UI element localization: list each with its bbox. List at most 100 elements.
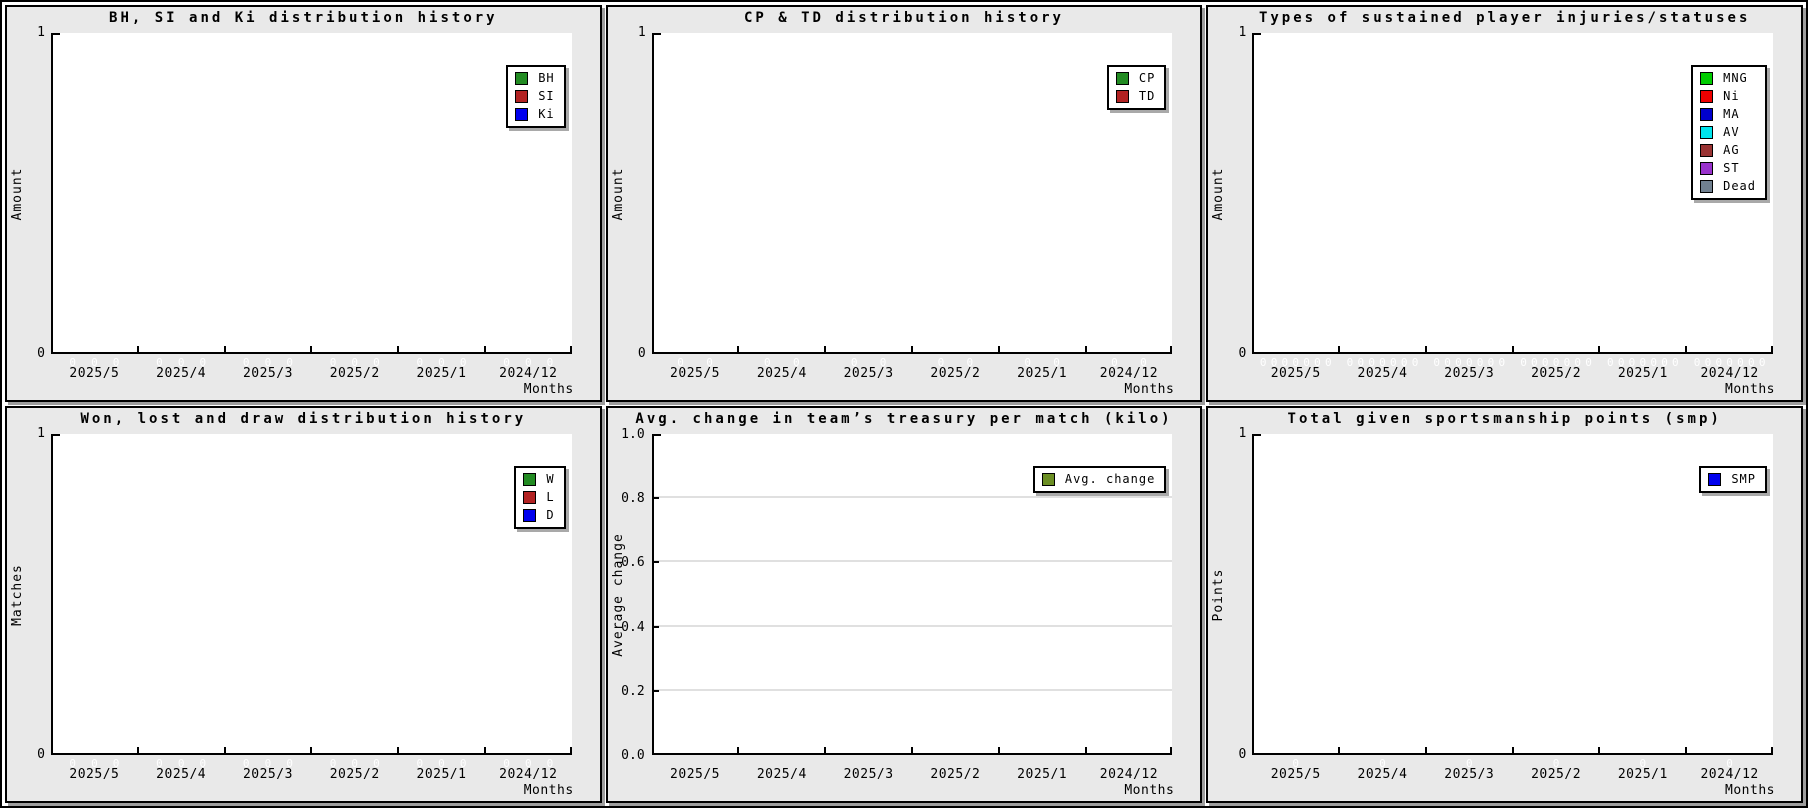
y-tick-label: 0.8 — [621, 491, 645, 507]
legend-entry: BH — [515, 72, 554, 85]
zero-value-label: 0 — [112, 757, 120, 770]
y-tick-label: 0.4 — [621, 619, 645, 635]
y-min-label: 0 — [37, 747, 45, 762]
x-tick-labels: 2025/5 2025/4 2025/3 2025/2 2025/1 2024/12 — [51, 767, 572, 783]
plot-area: 1 0 Amount BH SI Ki 0 0 0 0 0 0 0 0 0 0 0 0 0 0 0 0 0 0 2025/5 20… — [10, 25, 573, 397]
zero-value-label: 0 — [69, 757, 76, 770]
legend-label: SMP — [1731, 472, 1756, 486]
legend-entry: D — [523, 509, 554, 522]
x-tick-label: 2025/5 — [69, 366, 120, 381]
x-axis-tick — [1424, 747, 1427, 755]
x-axis-title: Months — [1725, 382, 1775, 397]
x-tick-label: 2024/12 — [1700, 366, 1759, 381]
x-axis-tick — [737, 346, 740, 354]
zero-value-label: 0 — [1281, 356, 1289, 369]
x-axis-end-tick — [1170, 346, 1173, 354]
gridline — [653, 688, 1173, 691]
zero-value-label: 0 — [156, 356, 163, 369]
chart-title: CP & TD distribution history — [743, 10, 1064, 26]
legend-swatch-mng — [1700, 72, 1714, 85]
y-axis-top-tick — [1252, 434, 1262, 436]
legend-swatch-td — [1115, 90, 1129, 103]
x-tick-label: 2025/4 — [1357, 767, 1408, 782]
legend-label: BH — [538, 71, 555, 85]
zero-value-label: 0 — [1487, 356, 1495, 369]
zero-value-label: 0 — [1292, 356, 1300, 369]
x-tick-label: 2025/4 — [1357, 366, 1408, 381]
zero-value-label: 0 — [1498, 356, 1506, 369]
zero-value-label: 0 — [1379, 757, 1386, 770]
y-axis-line — [651, 434, 654, 755]
x-tick-label: 2024/12 — [1099, 366, 1159, 381]
y-axis-title: Points — [1211, 568, 1227, 621]
zero-value-label: 0 — [1726, 757, 1733, 770]
zero-value-label: 0 — [459, 356, 467, 369]
zero-value-label: 0 — [1628, 356, 1636, 369]
zero-value-label: 0 — [1140, 356, 1147, 369]
zero-value-label: 0 — [1552, 356, 1560, 369]
zero-value-label: 0 — [156, 757, 163, 770]
y-axis-tick — [651, 625, 659, 628]
x-axis-tick — [397, 346, 400, 354]
zero-value-label: 0 — [966, 356, 974, 369]
x-axis-tick — [1511, 346, 1514, 354]
zero-value-label: 0 — [524, 757, 532, 770]
x-tick-label: 2025/1 — [416, 767, 467, 782]
zero-value-label: 0 — [199, 356, 207, 369]
x-tick-label: 2025/2 — [1531, 366, 1582, 381]
x-tick-label: 2024/12 — [499, 366, 558, 381]
y-axis-title: Average change — [610, 532, 626, 657]
legend-label: MNG — [1723, 71, 1748, 85]
zero-value-label: 0 — [373, 757, 380, 770]
legend-label: ST — [1723, 161, 1740, 175]
zero-value-label: 0 — [792, 356, 800, 369]
zero-value-label: 0 — [416, 356, 424, 369]
zero-value-labels: 0 0 0 0 0 0 0 0 0 0 0 0 0 0 0 0 0 0 — [51, 356, 572, 369]
chart-panel-smp: Total given sportsmanship points (smp) 1 0… — [1206, 406, 1803, 803]
zero-value-label: 0 — [329, 356, 337, 369]
legend-swatch-l — [523, 491, 537, 504]
x-axis-tick — [910, 346, 913, 354]
zero-value-label: 0 — [1444, 356, 1451, 369]
zero-value-label: 0 — [677, 356, 684, 369]
zero-value-label: 0 — [91, 356, 98, 369]
x-tick-label: 2025/4 — [756, 767, 807, 782]
y-axis-line — [51, 33, 53, 354]
x-tick-label: 2025/5 — [1270, 767, 1321, 782]
zero-value-label: 0 — [112, 356, 120, 369]
legend-label: AG — [1723, 143, 1740, 157]
zero-value-label: 0 — [264, 356, 272, 369]
legend-label: W — [546, 472, 555, 486]
legend-box: MNG Ni MA AV AG ST Dead — [1691, 65, 1767, 200]
zero-value-label: 0 — [242, 356, 250, 369]
legend-box: CP TD — [1106, 65, 1167, 110]
x-axis-tick — [136, 747, 139, 755]
x-tick-labels: 2025/5 2025/4 2025/3 2025/2 2025/1 2024/12 — [652, 767, 1173, 783]
legend-swatch-avg. change — [1041, 473, 1055, 486]
charts-grid: BH, SI and Ki distribution history 1 0 Amou… — [5, 5, 1803, 803]
x-tick-label: 2025/4 — [756, 366, 807, 381]
chart-title: Avg. change in team’s treasury per match… — [635, 411, 1173, 427]
x-tick-label: 2025/2 — [329, 767, 380, 782]
y-max-label: 1 — [637, 25, 646, 40]
zero-value-label: 0 — [416, 757, 424, 770]
x-tick-label: 2025/3 — [1444, 366, 1495, 381]
zero-value-label: 0 — [373, 356, 380, 369]
zero-value-label: 0 — [1379, 356, 1386, 369]
y-max-label: 1 — [1238, 426, 1247, 441]
x-tick-label: 2025/4 — [156, 767, 207, 782]
y-axis-top-tick — [651, 33, 661, 35]
zero-value-label: 0 — [1758, 356, 1766, 369]
chart-panel-treasury: Avg. change in team’s treasury per match… — [605, 406, 1203, 803]
x-tick-labels: 2025/5 2025/4 2025/3 2025/2 2025/1 2024/12 — [51, 366, 572, 382]
legend-swatch-bh — [515, 72, 529, 85]
legend-label: Dead — [1723, 179, 1756, 193]
zero-value-label: 0 — [286, 356, 293, 369]
zero-value-labels: 0 0 0 0 0 0 — [1252, 757, 1773, 770]
zero-value-label: 0 — [1053, 356, 1060, 369]
x-axis-tick — [310, 346, 313, 354]
zero-value-label: 0 — [1368, 356, 1375, 369]
zero-value-label: 0 — [1024, 356, 1031, 369]
zero-value-label: 0 — [351, 356, 359, 369]
